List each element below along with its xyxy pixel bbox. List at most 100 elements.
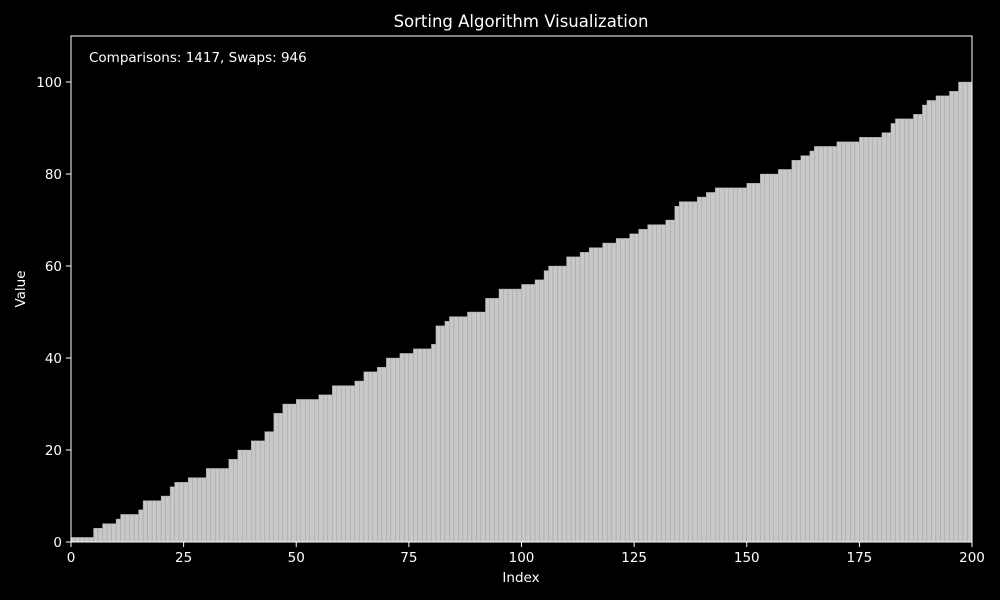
bar [845, 141, 851, 543]
bar [165, 495, 171, 543]
bar [796, 159, 801, 543]
bar [489, 298, 495, 543]
bar [737, 187, 743, 543]
bar [629, 233, 635, 543]
bar [314, 399, 319, 543]
bar [196, 477, 202, 543]
bar [633, 233, 639, 543]
bar [913, 113, 919, 543]
bar [841, 141, 847, 543]
bar [440, 325, 446, 543]
bar [715, 187, 720, 543]
bar [543, 270, 549, 543]
bar [872, 136, 878, 543]
bar [471, 311, 477, 543]
bar [309, 399, 315, 543]
bar [417, 348, 423, 543]
bar [611, 242, 617, 543]
bar [160, 495, 166, 543]
bar [687, 201, 693, 543]
bar [566, 256, 572, 543]
bar [651, 224, 657, 543]
bar [922, 104, 928, 543]
x-tick-label: 200 [959, 550, 985, 566]
bar [832, 146, 838, 543]
bar [850, 141, 856, 543]
bar [503, 288, 509, 543]
bar [859, 136, 865, 543]
bar [593, 247, 599, 543]
bar [818, 146, 824, 543]
x-tick-label: 175 [846, 550, 872, 566]
bar [575, 256, 581, 543]
bar [97, 528, 103, 543]
bar [151, 500, 157, 543]
bar [138, 509, 144, 543]
bar [70, 537, 76, 543]
bar [120, 514, 126, 543]
bar [296, 399, 301, 543]
bar [836, 141, 842, 543]
bar [422, 348, 428, 543]
x-axis-ticks: 0 25 50 75 100 125 150 175 200 [67, 542, 985, 566]
y-tick-label: 80 [45, 167, 62, 183]
x-tick-label: 25 [175, 550, 192, 566]
bar [746, 182, 752, 543]
bar [498, 288, 504, 543]
bar [773, 173, 779, 543]
bar [570, 256, 576, 543]
bar [877, 136, 883, 543]
x-tick-label: 100 [509, 550, 535, 566]
bar [665, 219, 671, 543]
bar [787, 169, 792, 543]
bar [764, 173, 770, 543]
bar [79, 537, 85, 543]
bar [345, 385, 351, 543]
bar [368, 371, 374, 543]
bar [174, 482, 180, 543]
bar [462, 316, 468, 543]
bar [809, 150, 815, 543]
bar [485, 298, 491, 543]
bar [674, 205, 680, 543]
bar [102, 523, 108, 543]
stats-annotation: Comparisons: 1417, Swaps: 946 [89, 50, 307, 66]
bar [341, 385, 346, 543]
bar [124, 514, 130, 543]
bar [530, 284, 536, 543]
bar [377, 367, 383, 543]
bar [255, 440, 261, 543]
bar [823, 146, 829, 543]
bar [404, 353, 410, 543]
bar [201, 477, 207, 543]
bar [778, 169, 783, 543]
bar [782, 169, 788, 543]
bar [187, 477, 193, 543]
y-tick-label: 0 [53, 535, 62, 551]
bar [620, 238, 626, 543]
bar [318, 394, 324, 543]
bar [588, 247, 594, 543]
bar [395, 357, 401, 543]
bar [602, 242, 608, 543]
bar [958, 81, 964, 543]
bar [237, 449, 243, 543]
bar [706, 192, 711, 543]
bar [647, 224, 653, 543]
bar [935, 95, 941, 543]
bar [336, 385, 342, 543]
bar [413, 348, 419, 543]
bar [751, 182, 756, 543]
y-tick-label: 20 [45, 443, 62, 459]
bar [228, 459, 234, 543]
bar [386, 357, 392, 543]
y-tick-label: 100 [36, 75, 62, 91]
bar [390, 357, 396, 543]
bar [192, 477, 198, 543]
bar [115, 518, 121, 543]
bar [133, 514, 139, 543]
bar [953, 90, 959, 543]
bar [408, 353, 414, 543]
bar [525, 284, 531, 543]
